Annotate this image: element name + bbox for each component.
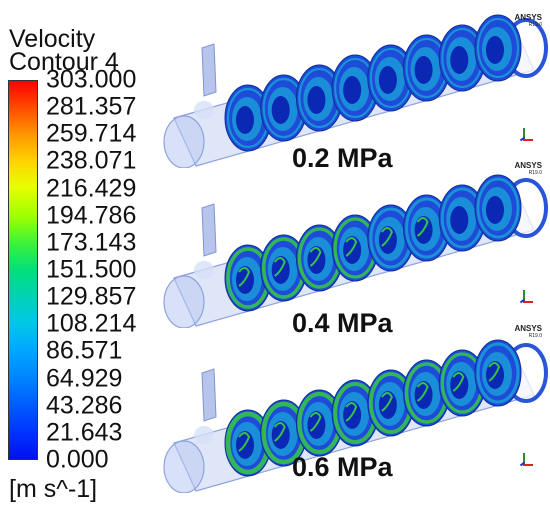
legend-tick-label: 151.500	[46, 255, 137, 284]
velocity-slice	[260, 399, 308, 467]
legend-tick-label: 238.071	[46, 146, 137, 175]
inlet-pipe	[201, 203, 217, 257]
velocity-slice	[331, 214, 379, 282]
axis-triad-icon	[519, 453, 534, 467]
velocity-slice	[295, 389, 343, 457]
velocity-slice	[474, 174, 522, 242]
legend-tick-label: 303.000	[46, 65, 137, 94]
velocity-slice	[403, 34, 451, 102]
color-scale-bar	[8, 80, 38, 460]
legend-tick-label: 129.857	[46, 282, 137, 311]
velocity-slice	[331, 54, 379, 122]
legend-tick-label: 173.143	[46, 228, 137, 257]
pipe-velocity-render	[163, 14, 548, 168]
pipe-end-cap	[163, 275, 205, 328]
velocity-slice	[224, 409, 272, 477]
axis-triad-icon	[519, 128, 534, 142]
velocity-legend: Velocity Contour 4 303.000 281.357 259.714…	[0, 0, 175, 510]
pipe-velocity-render	[163, 174, 548, 328]
legend-tick-label: 43.286	[46, 391, 123, 420]
velocity-slice	[367, 44, 415, 112]
velocity-slice	[438, 184, 486, 252]
velocity-slice	[224, 244, 272, 312]
velocity-slice	[474, 339, 522, 407]
legend-subtitle: Contour 4	[9, 48, 119, 76]
outlet-port	[194, 426, 214, 444]
legend-tick-label: 64.929	[46, 364, 123, 393]
velocity-slice	[295, 64, 343, 132]
legend-unit: [m s^-1]	[9, 475, 98, 503]
pressure-label: 0.4 MPa	[292, 308, 393, 338]
legend-tick-label: 86.571	[46, 336, 123, 365]
legend-tick-label: 259.714	[46, 119, 137, 148]
legend-tick-label: 0.000	[46, 445, 109, 474]
pipe-end-cap	[163, 115, 205, 168]
velocity-slice	[331, 379, 379, 447]
inlet-pipe	[201, 368, 217, 422]
ansys-logo: ANSYS R19.0	[514, 324, 542, 340]
legend-tick-label: 281.357	[46, 92, 137, 121]
pipe-assembly	[163, 339, 548, 493]
legend-tick-label: 194.786	[46, 201, 137, 230]
pressure-label: 0.2 MPa	[292, 143, 393, 173]
velocity-slice	[260, 74, 308, 142]
velocity-slice	[438, 24, 486, 92]
simulation-panel-1: ANSYS R19.0 0.2 MPa	[162, 0, 550, 173]
velocity-slice	[474, 14, 522, 82]
pipe-assembly	[163, 14, 548, 168]
inlet-pipe	[201, 43, 217, 97]
outlet-port	[194, 261, 214, 279]
pipe-end-cap	[163, 440, 205, 493]
velocity-slice	[260, 234, 308, 302]
axis-triad-icon	[519, 290, 534, 304]
pipe-velocity-render	[163, 339, 548, 493]
legend-tick-label: 21.643	[46, 418, 123, 447]
velocity-slice	[224, 84, 272, 152]
legend-tick-label: 216.429	[46, 174, 137, 203]
legend-title: Velocity	[9, 25, 96, 53]
ansys-logo: ANSYS R19.0	[514, 161, 542, 177]
outlet-port	[194, 101, 214, 119]
simulation-panel-3: ANSYS R19.0 0.6 MPa	[162, 325, 550, 493]
ansys-logo: ANSYS R19.0	[514, 13, 542, 29]
pressure-label: 0.6 MPa	[292, 452, 393, 482]
legend-tick-label: 108.214	[46, 309, 137, 338]
simulation-panel-2: ANSYS R19.0 0.4 MPa	[162, 160, 550, 338]
pipe-assembly	[163, 174, 548, 328]
